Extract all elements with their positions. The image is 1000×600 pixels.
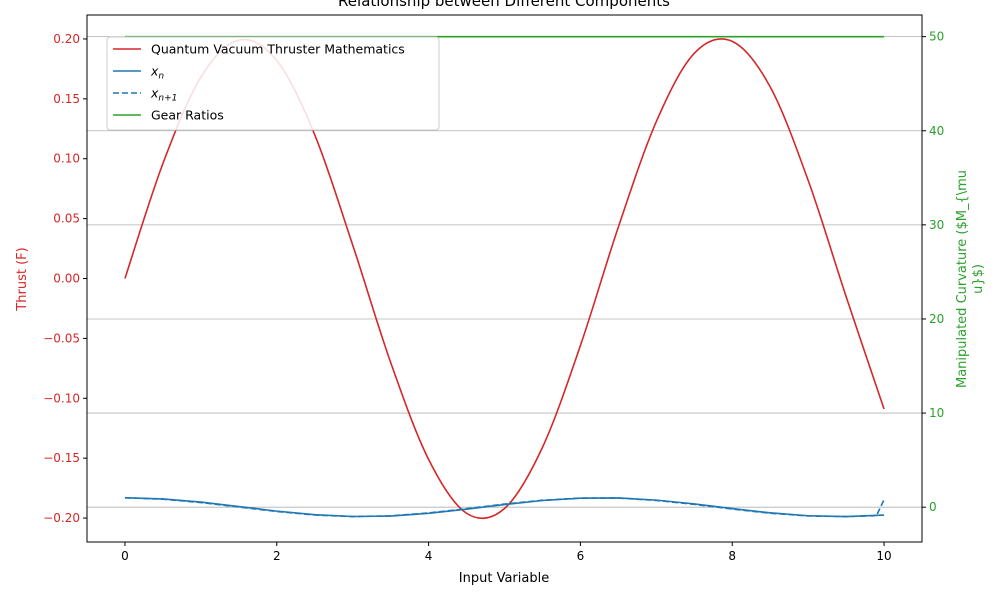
- x-tick-label: 8: [728, 549, 736, 563]
- y-left-tick-label: −0.20: [43, 511, 80, 525]
- y-left-tick-label: 0.10: [53, 152, 80, 166]
- x-tick-label: 10: [876, 549, 891, 563]
- y-right-tick-label: 30: [929, 218, 944, 232]
- xn1-line: [124, 496, 885, 518]
- y-right-tick-label: 40: [929, 124, 944, 138]
- x-tick-label: 0: [121, 549, 129, 563]
- x-axis: 0 2 4 6 8 10: [121, 542, 892, 563]
- legend-label: xn: [150, 64, 164, 82]
- x-axis-title: Input Variable: [459, 571, 549, 586]
- chart-title: Relationship between Different Component…: [338, 0, 670, 10]
- y-left-tick-label: −0.10: [43, 391, 80, 405]
- x-tick-label: 6: [577, 549, 585, 563]
- y-axis-right-title-line-1: Manipulated Curvature ($M_{\mu: [955, 170, 970, 388]
- y-left-tick-label: 0.20: [53, 32, 80, 46]
- y-left-tick-label: −0.15: [43, 451, 80, 465]
- y-axis-right-title: Manipulated Curvature ($M_{\mu u}$): [955, 170, 986, 388]
- legend: Quantum Vacuum Thruster Mathematics xn xn+…: [106, 36, 440, 131]
- x-tick-label: 2: [273, 549, 281, 563]
- legend-label: xn+1: [150, 86, 177, 104]
- legend-frame: [106, 36, 440, 131]
- y-left-tick-label: 0.00: [53, 272, 80, 286]
- y-right-tick-label: 0: [929, 500, 937, 514]
- x-tick-label: 4: [425, 549, 433, 563]
- y-left-tick-label: −0.05: [43, 331, 80, 345]
- y-left-tick-label: 0.15: [53, 92, 80, 106]
- y-axis-right-title-line-2: u}$): [971, 264, 986, 294]
- legend-label: Quantum Vacuum Thruster Mathematics: [151, 42, 405, 57]
- legend-label: Gear Ratios: [151, 108, 224, 123]
- y-left-tick-label: 0.05: [53, 212, 80, 226]
- y-right-tick-label: 20: [929, 312, 944, 326]
- y-axis-left-title: Thrust (F): [15, 247, 30, 311]
- y-right-tick-label: 10: [929, 406, 944, 420]
- y-axis-right: 0 10 20 30 40 50: [922, 30, 944, 514]
- y-right-tick-label: 50: [929, 30, 944, 44]
- y-axis-left: 0.20 0.15 0.10 0.05 0.00 −0.05 −0.10 −0.15 −0.20: [43, 32, 87, 525]
